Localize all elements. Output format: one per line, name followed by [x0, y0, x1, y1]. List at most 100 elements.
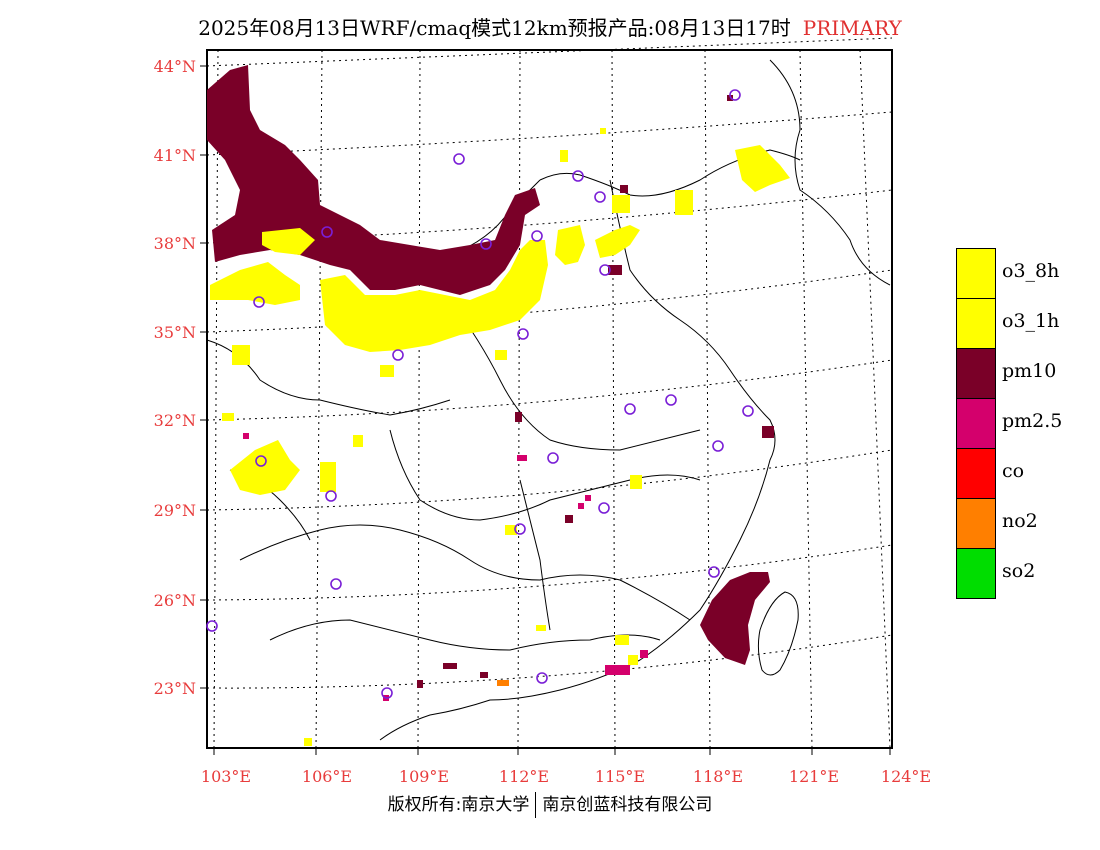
o3-spot [628, 655, 638, 665]
station-marker [708, 566, 720, 578]
legend-item-pm25: pm2.5 [956, 398, 1096, 448]
pm25-spot [243, 433, 249, 439]
legend-label: pm10 [1002, 360, 1057, 382]
station-marker [255, 455, 267, 467]
o3-spot [560, 150, 568, 162]
taiwan-outline [757, 591, 799, 676]
station-marker [321, 226, 333, 238]
station-marker [381, 687, 393, 699]
legend-item-o3-8h: o3_8h [956, 248, 1096, 298]
station-marker [253, 296, 265, 308]
legend-label: o3_1h [1002, 310, 1060, 332]
o3-spot [232, 345, 250, 365]
station-marker [742, 405, 754, 417]
legend-label: o3_8h [1002, 260, 1060, 282]
lat-label: 44°N [154, 57, 196, 76]
station-marker [392, 349, 404, 361]
o3-west [210, 262, 300, 305]
pm10-spot [762, 426, 774, 438]
o3-spot [222, 413, 234, 421]
station-marker [330, 578, 342, 590]
pm10-spot [480, 672, 488, 678]
pm10-spot [727, 95, 733, 101]
o3-spot [495, 350, 507, 360]
station-marker [712, 440, 724, 452]
lat-label: 41°N [154, 146, 196, 165]
legend-label: so2 [1002, 560, 1036, 582]
o3-spot [320, 462, 336, 492]
station-marker [572, 170, 584, 182]
station-marker [598, 502, 610, 514]
legend-item-no2: no2 [956, 498, 1096, 548]
lon-labels: 103°E 106°E 109°E 112°E 115°E 118°E 121°… [201, 767, 931, 786]
station-marker [453, 153, 465, 165]
footer-separator [535, 792, 537, 818]
station-marker [531, 230, 543, 242]
o3-spot [505, 525, 517, 535]
o3-shanxi [555, 225, 585, 265]
lon-label: 109°E [399, 767, 449, 786]
station-marker [514, 523, 526, 535]
lon-label: 103°E [201, 767, 251, 786]
pm10-spot [565, 515, 573, 523]
station-markers [206, 89, 754, 699]
legend-label: no2 [1002, 510, 1038, 532]
o3-spot [380, 365, 394, 377]
o3-spot [353, 435, 363, 447]
copyright-footer: 版权所有:南京大学 南京创蓝科技有限公司 [0, 790, 1100, 818]
legend-item-o3-1h: o3_1h [956, 298, 1096, 348]
legend-swatch [956, 348, 996, 398]
o3-spot [615, 635, 629, 645]
station-marker [517, 328, 529, 340]
station-marker [480, 238, 492, 250]
lon-label: 106°E [302, 767, 352, 786]
pollutant-legend: o3_8h o3_1h pm10 pm2.5 co no2 so2 [956, 248, 1096, 599]
map-title: 2025年08月13日WRF/cmaq模式12km预报产品:08月13日17时 P… [0, 12, 1100, 41]
copyright-owner: 版权所有:南京大学 [387, 795, 530, 815]
station-marker [665, 394, 677, 406]
pm10-spot [417, 680, 423, 688]
station-marker [624, 403, 636, 415]
legend-label: co [1002, 460, 1025, 482]
title-text: 2025年08月13日WRF/cmaq模式12km预报产品:08月13日17时 [198, 16, 791, 40]
no2-spot [497, 680, 509, 686]
lon-label: 118°E [693, 767, 743, 786]
pm10-spot [608, 265, 622, 275]
lat-label: 32°N [154, 411, 196, 430]
o3-spot [600, 128, 606, 134]
legend-swatch [956, 498, 996, 548]
lat-label: 29°N [154, 501, 196, 520]
pollutant-tag: PRIMARY [802, 16, 902, 40]
lon-label: 121°E [789, 767, 839, 786]
lon-label: 115°E [595, 767, 645, 786]
pm25-spot [640, 650, 648, 658]
station-marker [325, 490, 337, 502]
lat-label: 38°N [154, 234, 196, 253]
pm25-spot [585, 495, 591, 501]
pm10-spot [515, 412, 522, 422]
o3-spot [612, 195, 630, 213]
pm10-spot [443, 663, 457, 669]
legend-swatch [956, 448, 996, 498]
lon-label: 124°E [881, 767, 931, 786]
pm25-spot [517, 455, 527, 461]
legend-swatch [956, 398, 996, 448]
lon-label: 112°E [499, 767, 549, 786]
pm10-fujian-coast [700, 572, 770, 665]
o3-ordos [262, 228, 315, 255]
o3-spot [304, 738, 312, 746]
pm25-spot [578, 503, 584, 509]
copyright-company: 南京创蓝科技有限公司 [542, 795, 713, 815]
legend-item-co: co [956, 448, 1096, 498]
o3-spot [536, 625, 546, 631]
station-marker [206, 620, 218, 632]
legend-item-pm10: pm10 [956, 348, 1096, 398]
legend-swatch [956, 248, 996, 298]
pm25-spot [605, 665, 630, 675]
o3-beijing-north [735, 145, 790, 192]
lon-ticks [213, 748, 891, 755]
o3-loess-plateau [320, 240, 548, 352]
lat-label: 26°N [154, 591, 196, 610]
legend-item-so2: so2 [956, 548, 1096, 599]
